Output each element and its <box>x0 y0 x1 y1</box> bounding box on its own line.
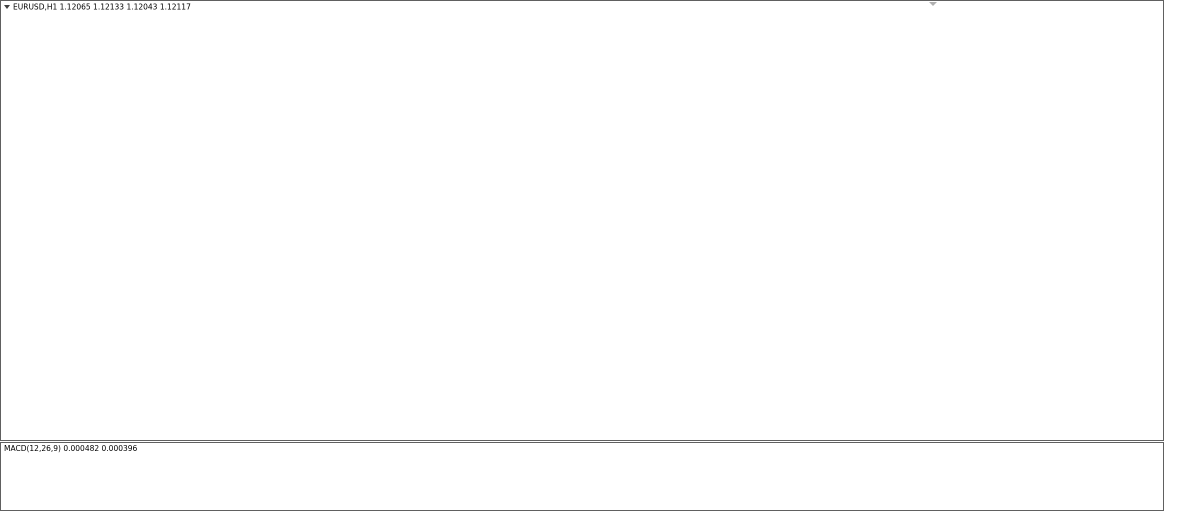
symbol-menu-icon[interactable] <box>4 5 10 9</box>
scroll-marker[interactable] <box>929 2 937 6</box>
macd-panel-frame <box>0 442 1164 511</box>
macd-title: MACD(12,26,9) 0.000482 0.000396 <box>4 444 138 453</box>
price-panel-frame <box>0 0 1164 441</box>
chart-title: EURUSD,H1 1.12065 1.12133 1.12043 1.1211… <box>13 3 191 12</box>
